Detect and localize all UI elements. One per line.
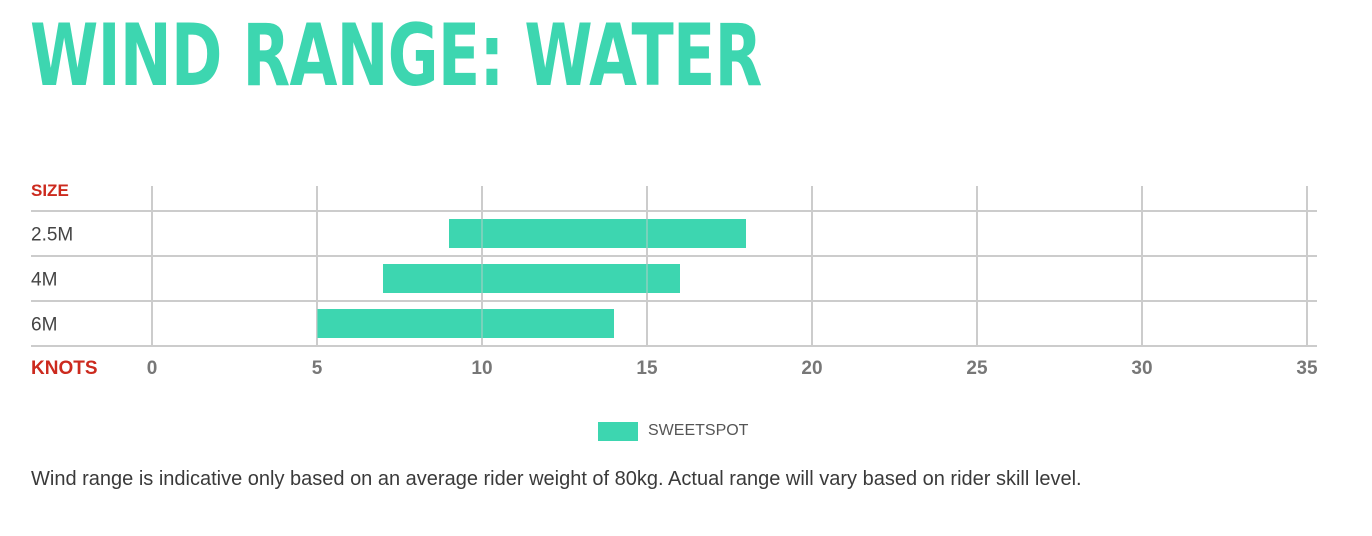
- bar-2-5m: [449, 219, 746, 248]
- legend-label-sweetspot: SWEETSPOT: [648, 422, 749, 439]
- x-tick-label: 25: [966, 358, 988, 379]
- page-title: WIND RANGE: WATER: [30, 6, 762, 106]
- x-axis-header: KNOTS: [31, 358, 98, 379]
- bar-4m: [383, 264, 680, 293]
- category-label: 4M: [31, 270, 57, 291]
- category-label: 6M: [31, 315, 57, 336]
- x-tick-label: 0: [147, 358, 158, 379]
- x-tick-label: 15: [636, 358, 658, 379]
- legend-swatch-sweetspot: [598, 421, 638, 441]
- chart-legend: SWEETSPOT: [598, 421, 748, 441]
- x-tick-label: 20: [801, 358, 822, 379]
- bar-6m: [317, 309, 614, 338]
- x-tick-label: 5: [312, 358, 323, 379]
- disclaimer-note: Wind range is indicative only based on a…: [31, 468, 1082, 490]
- category-label: 2.5M: [31, 225, 73, 246]
- x-tick-label: 35: [1296, 358, 1318, 379]
- x-tick-label: 30: [1131, 358, 1152, 379]
- y-axis-header: SIZE: [31, 181, 69, 200]
- wind-range-chart: 2.5M 4M 6M SIZE KNOTS 0 5 10 15 20 25 30 35: [31, 181, 1318, 379]
- x-tick-label: 10: [471, 358, 492, 379]
